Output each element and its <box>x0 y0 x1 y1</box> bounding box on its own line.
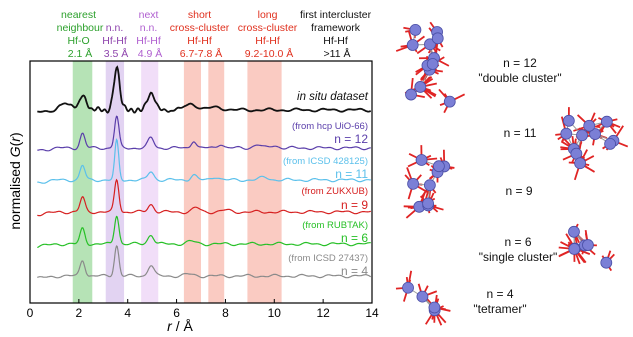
hf-atom <box>422 197 434 210</box>
hf-atom <box>443 95 456 108</box>
structure-0 <box>395 21 466 114</box>
hf-atom <box>568 243 581 255</box>
hf-atom <box>604 137 617 150</box>
plot-frame <box>29 60 373 304</box>
hf-atom <box>428 301 441 314</box>
x-tick-label: 14 <box>365 306 379 320</box>
hf-atom <box>409 24 422 36</box>
y-axis-title: normalised G(r) <box>7 132 23 229</box>
hf-atom <box>600 115 613 128</box>
label-icsd428125: (from ICSD 428125) <box>283 156 368 167</box>
hf-atom <box>416 290 429 303</box>
label-n9: n = 9 <box>341 198 368 212</box>
x-tick-label: 8 <box>222 306 229 320</box>
header-next-nn: next n.n. Hf-Hf 4.9 Å <box>136 9 163 60</box>
structure-3 <box>558 223 615 272</box>
label-n12: n = 12 <box>334 132 368 146</box>
x-tick-label: 0 <box>27 306 34 320</box>
label-n4: n = 4 <box>341 264 368 278</box>
hf-atom <box>431 32 444 45</box>
hf-atom <box>582 239 594 251</box>
x-axis-title: r / Å <box>167 318 193 334</box>
x-tick-label: 12 <box>316 306 330 320</box>
hf-atom <box>562 114 575 127</box>
trace-0 <box>37 65 372 114</box>
header-long-cross: long cross-cluster Hf-Hf 9.2-10.0 Å <box>238 9 300 60</box>
hf-atom <box>423 179 436 192</box>
hf-atom <box>432 160 445 173</box>
hf-atom <box>426 58 439 70</box>
hf-atom <box>576 129 588 142</box>
trace-3 <box>37 178 371 217</box>
hf-atom <box>402 281 414 294</box>
hf-atom <box>407 177 420 190</box>
hf-atom <box>415 154 428 166</box>
struct-desc-n12: "double cluster" <box>478 71 561 85</box>
struct-label-n11: n = 11 <box>504 126 537 140</box>
hf-atom <box>589 128 601 140</box>
structure-1 <box>555 107 629 181</box>
hf-atom <box>583 119 596 132</box>
trace-1 <box>37 115 371 152</box>
band-3 <box>183 61 201 303</box>
label-rubtak: (from RUBTAK) <box>302 220 368 231</box>
label-zukxub: (from ZUKXUB) <box>302 186 369 197</box>
x-tick-label: 6 <box>173 306 180 320</box>
header-labels: nearest neighbour Hf-O 2.1 Å n.n. Hf-Hf … <box>57 9 374 60</box>
hf-atom <box>574 157 586 170</box>
label-in-situ: in situ dataset <box>297 91 369 103</box>
x-tick-label: 4 <box>124 306 131 320</box>
band-5 <box>247 61 282 303</box>
struct-label-n6: n = 6 <box>504 235 531 249</box>
struct-desc-n4: "tetramer" <box>473 302 526 316</box>
hf-atom <box>405 88 417 101</box>
structure-2 <box>403 145 455 219</box>
label-icsd27437: (from ICSD 27437) <box>288 253 368 264</box>
struct-label-n4: n = 4 <box>486 287 513 301</box>
hf-atom <box>424 38 436 51</box>
structure-4 <box>395 270 451 326</box>
trace-5 <box>37 245 372 279</box>
header-nearest: nearest neighbour <box>57 9 104 34</box>
band-4 <box>208 61 225 303</box>
series-traces <box>37 65 372 279</box>
hf-atom <box>414 81 427 93</box>
hf-atom <box>406 39 419 51</box>
header-intercluster: first intercluster framework Hf-Hf >11 Å <box>300 9 374 60</box>
label-n6: n = 6 <box>341 231 368 245</box>
x-tick-label: 10 <box>268 306 282 320</box>
struct-desc-n6: "single cluster" <box>479 250 558 264</box>
structure-labels: n = 12 "double cluster" n = 11 n = 9 n =… <box>473 56 561 316</box>
trace-2 <box>37 138 371 184</box>
header-short-cross: short cross-cluster Hf-Hf 6.7-7.8 Å <box>170 9 232 60</box>
header-nn: n.n. Hf-Hf 3.5 Å <box>102 22 129 60</box>
highlight-bands <box>72 61 282 303</box>
hf-atom <box>600 256 613 269</box>
hf-atom <box>568 225 580 238</box>
struct-label-n9: n = 9 <box>505 184 532 198</box>
trace-4 <box>37 215 371 249</box>
header-hf-o: Hf-O 2.1 Å <box>67 35 92 60</box>
struct-label-n12: n = 12 <box>503 56 537 70</box>
x-axis: 0 2 4 6 8 10 12 14 <box>27 299 379 320</box>
cluster-structures <box>395 21 629 326</box>
label-uio66: (from hcp UiO-66) <box>292 121 368 132</box>
series-labels: in situ dataset (from hcp UiO-66) n = 12… <box>283 91 369 278</box>
label-n11: n = 11 <box>335 167 368 181</box>
x-tick-label: 2 <box>76 306 83 320</box>
hf-atom <box>560 127 573 140</box>
